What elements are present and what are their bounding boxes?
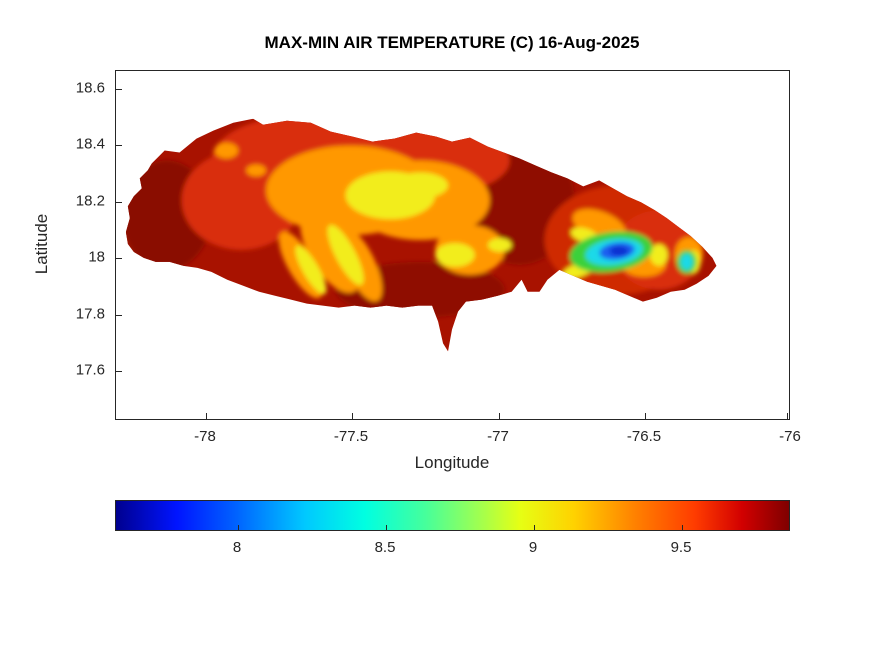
- x-tick-label: -77.5: [333, 428, 369, 445]
- y-tick-mark: [116, 145, 122, 146]
- y-tick-label: 18.4: [75, 135, 105, 153]
- plot-area: [115, 70, 790, 420]
- x-tick-mark: [499, 413, 500, 419]
- yellow-spot: [649, 244, 668, 266]
- y-tick-mark: [116, 258, 122, 259]
- x-tick-mark: [352, 413, 353, 419]
- orange-spot: [246, 164, 267, 177]
- yellow-zone: [392, 172, 449, 199]
- yellow-streak: [327, 224, 364, 286]
- y-tick-label: 17.6: [75, 361, 105, 379]
- colorbar-tick-label: 9.5: [670, 539, 692, 556]
- y-tick-label: 18.2: [75, 192, 105, 210]
- y-tick-label: 17.8: [75, 305, 105, 323]
- x-tick-mark: [787, 413, 788, 419]
- temperature-field: [125, 118, 717, 352]
- orange-spot: [214, 142, 239, 159]
- y-tick-mark: [116, 371, 122, 372]
- colorbar-tick-mark: [682, 525, 683, 530]
- y-tick-mark: [116, 315, 122, 316]
- jamaica-temperature-map: [125, 118, 717, 352]
- colorbar-tick-label: 8: [232, 539, 242, 556]
- x-tick-mark: [645, 413, 646, 419]
- colorbar-tick-label: 8.5: [374, 539, 396, 556]
- yellow-spot: [487, 238, 512, 252]
- chart-title: MAX-MIN AIR TEMPERATURE (C) 16-Aug-2025: [264, 33, 640, 52]
- x-tick-label: -76.5: [626, 428, 662, 445]
- blue-mountains-darkblue-center: [609, 245, 629, 256]
- y-tick-label: 18: [88, 248, 105, 266]
- x-tick-label: -78: [194, 428, 216, 445]
- x-tick-label: -76: [779, 428, 801, 445]
- colorbar: [115, 500, 790, 531]
- colorbar-tick-mark: [386, 525, 387, 530]
- east-tip-cyan-spot: [680, 253, 693, 270]
- y-tick-mark: [116, 202, 122, 203]
- x-axis-label: Longitude: [414, 453, 490, 472]
- yellow-streak: [295, 245, 327, 295]
- colorbar-tick-mark: [534, 525, 535, 530]
- colorbar-tick-label: 9: [528, 539, 538, 556]
- y-axis-label: Latitude: [32, 213, 51, 275]
- y-tick-label: 18.6: [75, 79, 105, 97]
- yellow-zone: [435, 243, 475, 267]
- x-tick-label: -77: [487, 428, 509, 445]
- colorbar-tick-mark: [238, 525, 239, 530]
- y-tick-mark: [116, 89, 122, 90]
- x-tick-mark: [206, 413, 207, 419]
